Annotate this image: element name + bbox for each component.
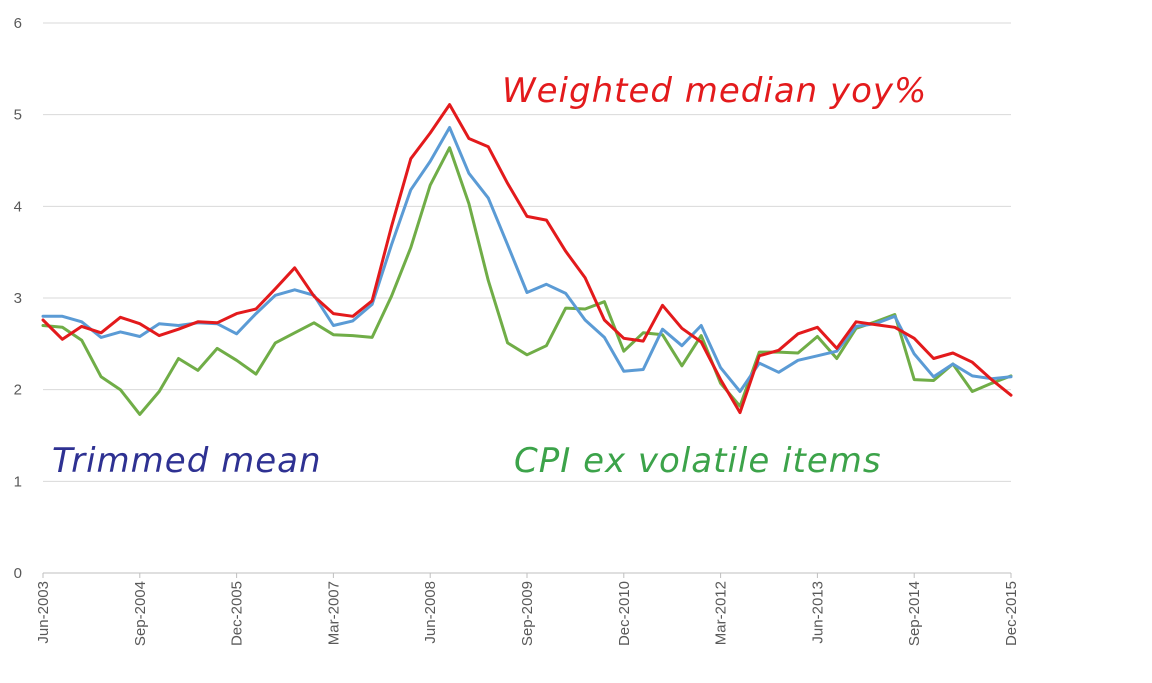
y-tick-label: 0 — [14, 565, 22, 582]
y-tick-label: 2 — [14, 382, 22, 399]
y-tick-label: 1 — [14, 473, 22, 490]
x-axis-tick-labels: Jun-2003 Sep-2004 Dec-2005 Mar-2007 Jun-2008… — [35, 573, 1020, 646]
series-line-weighted-median-yoy — [41, 103, 1013, 415]
x-tick-label: Jun-2003 — [35, 581, 52, 644]
y-tick-label: 4 — [14, 198, 22, 215]
y-axis-tick-labels: 0 1 2 3 4 5 6 — [14, 15, 22, 582]
x-tick-label: Dec-2005 — [229, 581, 246, 646]
series-lines — [41, 103, 1013, 416]
x-tick-label: Dec-2010 — [616, 581, 633, 646]
x-tick-label: Dec-2015 — [1003, 581, 1020, 646]
x-tick-label: Jun-2008 — [422, 581, 439, 644]
y-tick-label: 5 — [14, 107, 22, 124]
x-tick-label: Mar-2007 — [325, 581, 342, 645]
x-tick-label: Mar-2012 — [713, 581, 730, 645]
x-tick-label: Jun-2013 — [809, 581, 826, 644]
series-line-cpi-ex-volatile-items — [41, 146, 1013, 416]
x-tick-label: Sep-2004 — [132, 581, 149, 646]
y-tick-label: 3 — [14, 290, 22, 307]
annotation-weighted-median: Weighted median yoy% — [502, 71, 927, 111]
handwritten-annotations: Weighted median yoy% Trimmed mean CPI ex… — [52, 71, 927, 481]
gridlines — [43, 22, 1011, 574]
annotation-trimmed-mean: Trimmed mean — [52, 441, 322, 481]
annotation-cpi-ex-volatile: CPI ex volatile items — [514, 441, 882, 481]
y-tick-label: 6 — [14, 15, 22, 32]
x-tick-label: Sep-2009 — [519, 581, 536, 646]
x-tick-label: Sep-2014 — [906, 581, 923, 646]
